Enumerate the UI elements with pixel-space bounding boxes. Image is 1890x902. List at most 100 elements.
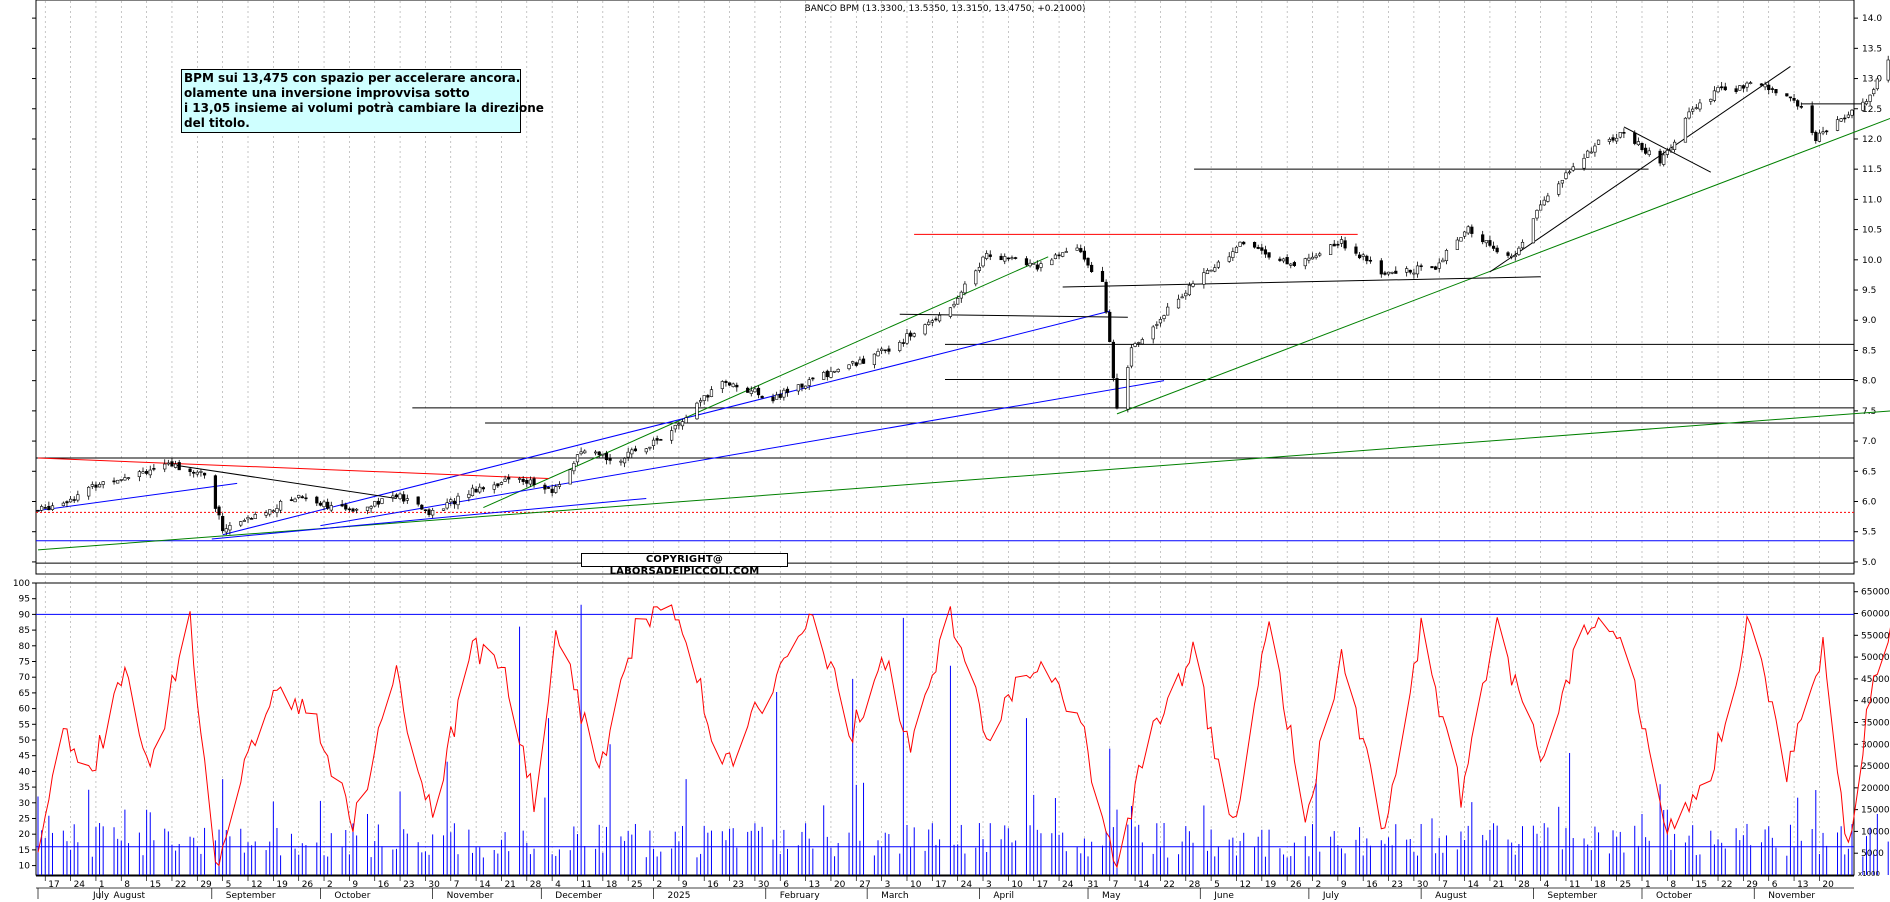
candle-body <box>1665 150 1669 155</box>
candle-body <box>445 502 449 509</box>
candle-body <box>1835 119 1840 131</box>
candle-body <box>898 341 902 351</box>
candle-body <box>572 463 576 472</box>
candle-body <box>1408 269 1412 273</box>
volume-axis: 5000 10000 15000 20000 25000 30000 35000 40000 4… <box>1854 588 1890 859</box>
day-tick-label: 27 <box>859 880 870 890</box>
candle-body <box>771 396 775 402</box>
day-tick-label: 11 <box>580 880 591 890</box>
price-tick-label: 10.5 <box>1862 226 1882 236</box>
candle-body <box>1242 241 1246 245</box>
candle-body <box>1510 255 1514 258</box>
oscillator-tick-label: 25 <box>19 814 30 824</box>
candle-body <box>1712 90 1717 101</box>
candle-body <box>1484 240 1488 244</box>
trend-line <box>175 464 397 499</box>
candle-body <box>825 370 829 378</box>
candle-body <box>1209 269 1213 272</box>
candle-body <box>246 517 250 520</box>
candle-body <box>224 528 228 533</box>
candle-body <box>1441 259 1445 263</box>
candle-body <box>796 384 800 392</box>
candle-body <box>293 498 297 503</box>
candle-body <box>1636 141 1640 146</box>
oscillator-tick-label: 65 <box>19 689 30 699</box>
price-tick-label: 9.0 <box>1862 316 1877 326</box>
candle-body <box>543 484 547 490</box>
candle-body <box>1383 272 1387 275</box>
day-tick-label: 22 <box>1163 880 1174 890</box>
analysis-note: BPM sui 13,475 con spazio per accelerare… <box>181 69 544 133</box>
analysis-note-line: olamente una inversione improvvisa sotto <box>184 86 470 100</box>
candle-body <box>1716 87 1720 93</box>
month-label: August <box>1435 891 1467 901</box>
candle-body <box>347 508 351 511</box>
candle-body <box>1633 132 1637 144</box>
candle-body <box>119 479 123 481</box>
candle-body <box>1586 150 1590 158</box>
day-tick-label: 30 <box>428 880 440 890</box>
candle-body <box>1567 171 1572 174</box>
candle-body <box>90 484 94 487</box>
candle-body <box>1419 265 1423 268</box>
candle-body <box>948 307 953 317</box>
candle-body <box>778 393 782 398</box>
day-tick-label: 5 <box>1214 880 1220 890</box>
month-label: August <box>114 891 146 901</box>
oscillator-tick-label: 85 <box>19 626 30 636</box>
candle-body <box>1770 88 1774 90</box>
day-tick-label: 6 <box>1772 880 1778 890</box>
candle-body <box>1470 226 1474 234</box>
candle-body <box>1709 98 1713 102</box>
candle-body <box>221 516 225 532</box>
candle-body <box>1354 246 1358 254</box>
candle-body <box>1738 85 1742 91</box>
candle-body <box>1006 257 1010 260</box>
candle-body <box>507 477 511 480</box>
candle-body <box>1535 209 1539 219</box>
candle-body <box>166 462 170 465</box>
candle-body <box>702 395 706 401</box>
trend-line <box>1116 117 1890 415</box>
candle-body <box>731 383 735 388</box>
candle-body <box>1256 247 1260 249</box>
vertical-grid <box>44 1 1820 875</box>
candle-body <box>1336 243 1340 246</box>
candle-body <box>593 451 598 454</box>
candle-body <box>1749 82 1753 84</box>
volume-tick-label: 15000 <box>1861 806 1890 816</box>
candle-body <box>673 424 677 430</box>
candle-body <box>1314 255 1318 258</box>
candle-body <box>1053 254 1058 259</box>
candle-body <box>832 370 837 373</box>
candle-body <box>1227 256 1231 262</box>
candle-body <box>61 502 65 506</box>
day-tick-label: 2 <box>657 880 663 890</box>
candle-body <box>1281 258 1286 262</box>
candle-body <box>1466 226 1470 234</box>
candle-body <box>1292 262 1297 266</box>
day-tick-label: 16 <box>378 880 390 890</box>
candle-body <box>1799 106 1803 108</box>
price-tick-label: 6.5 <box>1862 467 1876 477</box>
candle-body <box>854 362 858 366</box>
day-tick-label: 14 <box>1468 880 1480 890</box>
candle-body <box>677 423 681 426</box>
candle-body <box>905 333 909 344</box>
candle-body <box>1495 247 1499 253</box>
day-tick-label: 18 <box>606 880 618 890</box>
candle-body <box>1361 254 1365 257</box>
price-tick-label: 7.0 <box>1862 437 1877 447</box>
candle-body <box>1810 105 1814 133</box>
candle-body <box>1875 78 1879 90</box>
candle-body <box>709 389 714 397</box>
candle-body <box>753 388 757 393</box>
candle-body <box>583 450 587 454</box>
candle-body <box>1669 147 1673 151</box>
day-tick-label: 17 <box>48 880 59 890</box>
candle-body <box>1061 252 1065 257</box>
oscillator-series-line <box>37 604 1890 869</box>
candle-body <box>1014 257 1018 259</box>
day-tick-label: 8 <box>124 880 130 890</box>
day-tick-label: 1 <box>99 880 105 890</box>
